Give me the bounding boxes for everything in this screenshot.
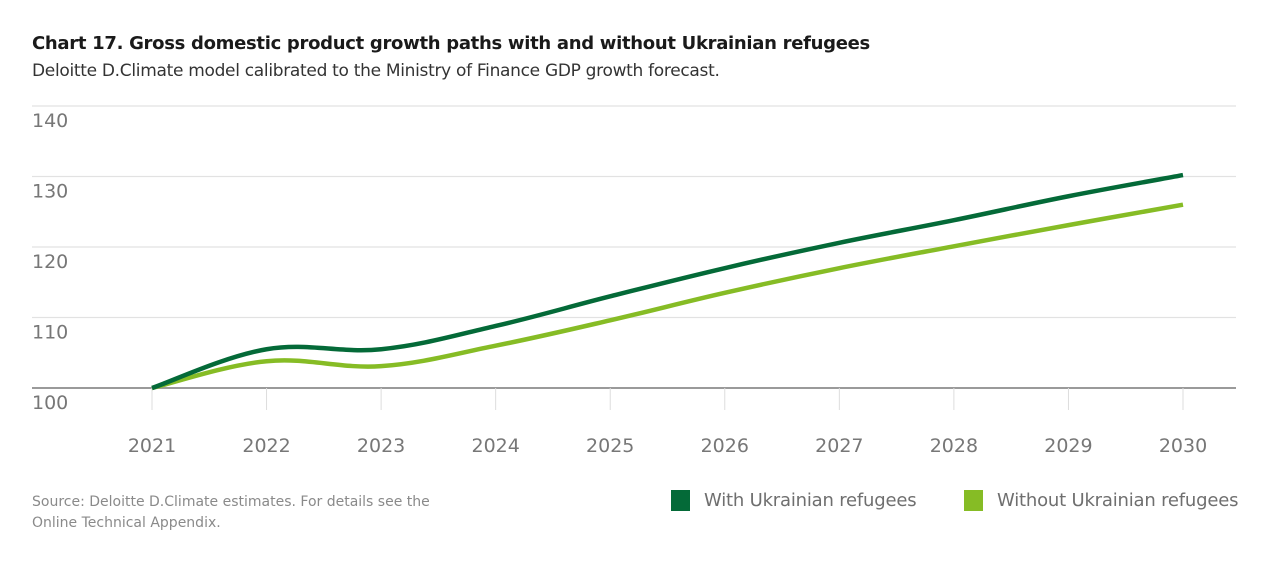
- chart-subtitle: Deloitte D.Climate model calibrated to t…: [32, 61, 720, 81]
- x-axis-ticks: 2021 2022 2023 2024 2025 2026 2027 2028 …: [128, 435, 1207, 457]
- x-tick-label: 2030: [1159, 435, 1207, 457]
- legend-swatch-without-refugees: [964, 490, 983, 511]
- x-tick-label: 2021: [128, 435, 176, 457]
- legend-swatch-with-refugees: [671, 490, 690, 511]
- legend-label: Without Ukrainian refugees: [997, 490, 1239, 511]
- x-tick-label: 2023: [357, 435, 405, 457]
- x-tick-label: 2028: [930, 435, 978, 457]
- source-note: Source: Deloitte D.Climate estimates. Fo…: [32, 494, 430, 531]
- legend-item-with-refugees: With Ukrainian refugees: [671, 490, 917, 511]
- y-axis-ticks: 100 110 120 130 140: [32, 110, 68, 414]
- x-tick-label: 2022: [242, 435, 290, 457]
- y-tick-label: 140: [32, 110, 68, 132]
- x-tick-label: 2026: [701, 435, 749, 457]
- series-lines: [151, 172, 1184, 391]
- line-chart: 100 110 120 130 140 2021 2022 2023 2024 …: [32, 105, 1236, 457]
- y-tick-label: 120: [32, 251, 68, 273]
- series-line-without-refugees: [151, 202, 1184, 391]
- x-tick-label: 2029: [1044, 435, 1092, 457]
- gridlines: [32, 105, 1236, 410]
- x-tick-label: 2024: [471, 435, 519, 457]
- legend-label: With Ukrainian refugees: [704, 490, 917, 511]
- y-tick-label: 110: [32, 322, 68, 344]
- legend-item-without-refugees: Without Ukrainian refugees: [964, 490, 1238, 511]
- y-tick-label: 100: [32, 392, 68, 414]
- x-tick-label: 2025: [586, 435, 634, 457]
- series-line-with-refugees: [151, 172, 1184, 391]
- chart-title: Chart 17. Gross domestic product growth …: [32, 33, 870, 54]
- x-tick-label: 2027: [815, 435, 863, 457]
- y-tick-label: 130: [32, 181, 68, 203]
